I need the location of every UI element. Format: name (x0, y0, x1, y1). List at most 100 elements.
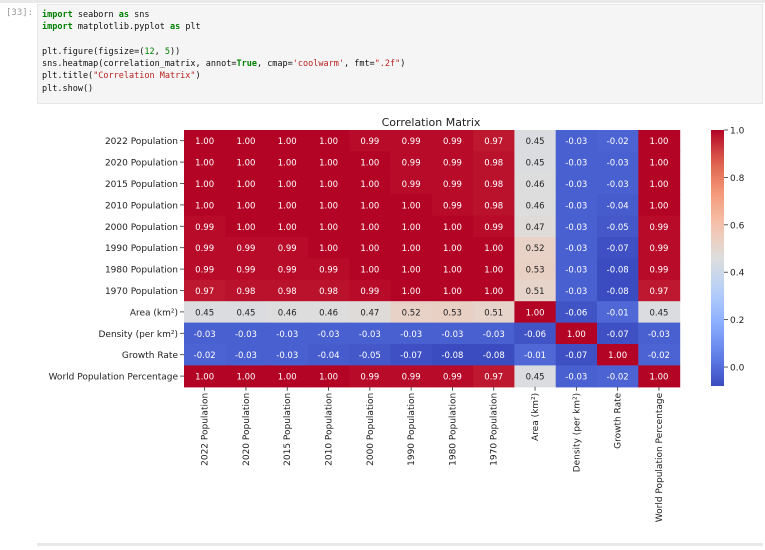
cell-annotation: 1.00 (443, 244, 462, 254)
row-label: Density (per km²) (99, 330, 179, 340)
cell-annotation: -0.07 (607, 244, 629, 254)
heatmap-cell (390, 365, 433, 388)
cell-annotation: -0.03 (194, 330, 216, 340)
heatmap-cell (431, 215, 474, 238)
heatmap-cell (390, 344, 433, 366)
code-token: 'coolwarm' (292, 59, 344, 70)
heatmap-cell (184, 215, 226, 238)
cell-annotation: 0.99 (649, 266, 668, 276)
heatmap-cell (473, 194, 515, 217)
cell-annotation: 0.47 (360, 308, 379, 318)
cell-annotation: 0.99 (278, 244, 297, 254)
heatmap-cell (638, 194, 681, 217)
cell-annotation: 0.46 (319, 308, 338, 318)
cell-annotation: 1.00 (319, 137, 338, 147)
column-label: 2000 Population (366, 393, 376, 466)
cell-annotation: 1.00 (360, 266, 379, 276)
execution-count: [33]: (6, 8, 34, 18)
cell-annotation: 0.98 (484, 159, 503, 169)
heatmap-cell (514, 344, 557, 366)
cell-annotation: -0.03 (235, 351, 257, 361)
heatmap-cell (514, 301, 557, 324)
cell-annotation: -0.08 (483, 351, 505, 361)
heatmap-cell (349, 344, 392, 366)
cell-annotation: 0.45 (526, 373, 545, 383)
column-label: Area (km²) (531, 393, 541, 441)
cell-annotation: 0.45 (526, 137, 545, 147)
heatmap-cell (184, 258, 226, 281)
cell-annotation: 0.51 (484, 308, 503, 318)
heatmap-cell (349, 194, 392, 217)
cell-annotation: -0.03 (565, 373, 587, 383)
cell-annotation: 0.99 (402, 373, 421, 383)
heatmap-cell (184, 151, 226, 174)
heatmap-cell (473, 365, 515, 388)
heatmap-cell (638, 322, 681, 345)
colorbar-tick-label: 1.0 (730, 127, 745, 137)
code-line: plt.title("Correlation Matrix") (42, 70, 405, 82)
heatmap-cell (431, 258, 474, 281)
row-label: 1980 Population (105, 266, 178, 276)
code-token: as (118, 10, 130, 20)
heatmap-cell (390, 258, 433, 281)
heatmap-cell (349, 172, 392, 195)
cell-annotation: -0.03 (565, 287, 587, 297)
heatmap-cell (638, 215, 681, 238)
cell-annotation: 1.00 (319, 159, 338, 169)
cell-annotation: 0.98 (484, 201, 503, 211)
cell-annotation: -0.03 (565, 201, 587, 211)
cell-annotation: 0.99 (649, 244, 668, 254)
heatmap-cell (266, 344, 309, 366)
heatmap-cell (597, 130, 639, 152)
cell-annotation: 0.46 (526, 180, 545, 190)
heatmap-cell (638, 172, 681, 195)
heatmap-cell (349, 322, 392, 345)
colorbar-gradient (711, 130, 724, 386)
heatmap-cell (597, 301, 639, 324)
heatmap-cell (349, 151, 392, 174)
cell-annotation: 0.97 (649, 287, 668, 297)
heatmap-cell (473, 322, 515, 345)
cell-annotation: -0.04 (607, 201, 629, 211)
heatmap-cell (514, 172, 557, 195)
code-cell[interactable]: import seaborn as sns import matplotlib.p… (37, 4, 763, 104)
cell-annotation: 1.00 (402, 287, 421, 297)
cell-annotation: 0.99 (443, 373, 462, 383)
heatmap-cell (638, 279, 681, 302)
heatmap-cell (184, 301, 226, 324)
cell-annotation: 0.52 (402, 308, 421, 318)
code-editor[interactable]: import seaborn as sns import matplotlib.p… (42, 9, 405, 95)
heatmap-cell (390, 151, 433, 174)
cell-annotation: 0.45 (195, 308, 214, 318)
row-label: Area (km²) (130, 308, 178, 318)
code-token: plt.title( (42, 71, 94, 82)
row-label: World Population Percentage (49, 373, 179, 383)
heatmap-cell (514, 237, 557, 259)
colorbar-tick-label: 0.8 (730, 174, 745, 184)
heatmap-cell (431, 194, 474, 217)
heatmap-cell (225, 215, 268, 238)
column-labels: 2022 Population 2020 Population 2015 Popul… (201, 386, 665, 522)
cell-annotation: 1.00 (360, 244, 379, 254)
cell-annotation: 0.53 (526, 266, 545, 276)
heatmap-cell (390, 322, 433, 345)
heatmap-chart: Correlation Matrix 1.00 1.00 1.00 1.00 0.99 0… (49, 116, 745, 522)
heatmap-cell (473, 237, 515, 259)
heatmap-cell (638, 365, 681, 388)
cell-annotation: -0.02 (648, 351, 670, 361)
cell-annotation: 1.00 (236, 223, 255, 233)
cell-annotation: -0.03 (607, 180, 629, 190)
cell-annotation: 1.00 (649, 373, 668, 383)
cell-annotation: 1.00 (402, 223, 421, 233)
heatmap-cell (638, 237, 681, 259)
column-label: 2010 Population (325, 393, 335, 466)
heatmap-cell (638, 130, 681, 152)
heatmap-cell (473, 279, 515, 302)
cell-annotation: 1.00 (360, 201, 379, 211)
cell-annotation: 0.45 (526, 159, 545, 169)
cell-annotation: 1.00 (278, 223, 297, 233)
cell-annotation: 1.00 (319, 244, 338, 254)
row-label: 2010 Population (105, 201, 178, 211)
code-token: 5 (164, 46, 170, 57)
heatmap-cell (307, 279, 350, 302)
